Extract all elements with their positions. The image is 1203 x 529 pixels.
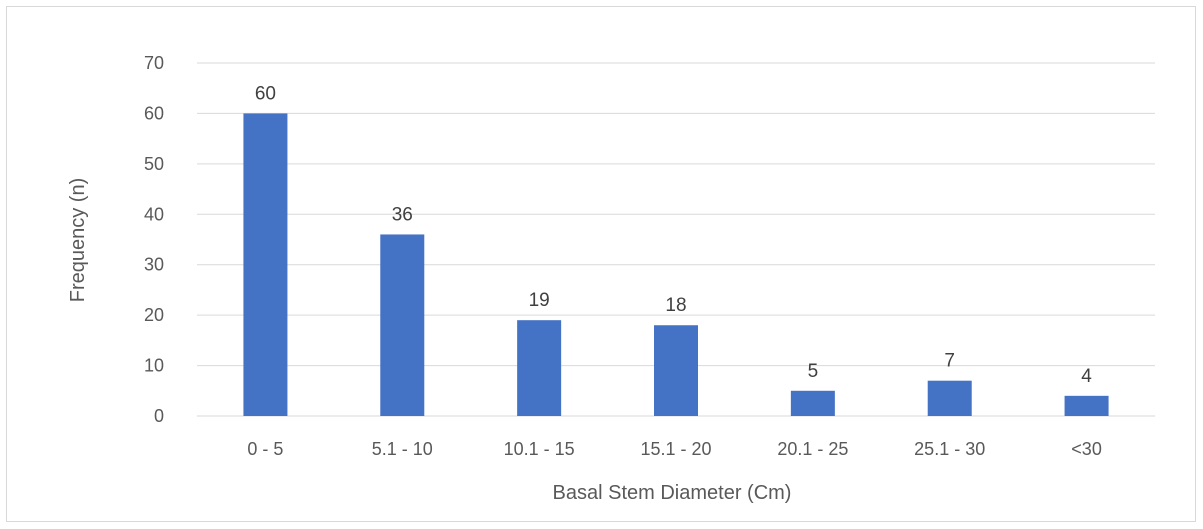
gridlines [197,62,1155,417]
y-tick-label: 10 [144,356,164,376]
y-axis-ticks: 0 10 20 30 40 50 60 70 [144,53,164,426]
bar [517,320,562,416]
bar [380,234,425,416]
y-tick-label: 40 [144,204,164,224]
data-label: 4 [1081,366,1092,387]
x-tick-label: 15.1 - 20 [640,439,711,459]
x-axis-title: Basal Stem Diameter (Cm) [553,482,792,504]
x-tick-label: 20.1 - 25 [777,439,848,459]
y-tick-label: 0 [154,406,164,426]
bar [243,113,288,416]
y-tick-label: 50 [144,154,164,174]
x-tick-label: 25.1 - 30 [914,439,985,459]
bar [790,390,835,416]
data-label: 7 [944,351,955,372]
data-labels: 60 36 19 18 5 7 4 [255,83,1092,386]
bar [654,325,698,416]
y-tick-label: 20 [144,305,164,325]
x-tick-label: 10.1 - 15 [504,439,575,459]
y-tick-label: 30 [144,255,164,275]
x-tick-label: <30 [1071,439,1102,459]
data-label: 60 [255,83,276,104]
x-tick-label: 0 - 5 [247,439,283,459]
data-label: 36 [392,204,413,225]
data-label: 18 [665,295,686,316]
bar [927,380,972,416]
data-label: 5 [808,361,819,382]
x-axis-ticks: 0 - 5 5.1 - 10 10.1 - 15 15.1 - 20 20.1 - 25… [247,439,1101,459]
y-axis-title: Frequency (n) [67,178,89,303]
bar [1064,395,1109,416]
data-label: 19 [529,290,550,311]
y-tick-label: 70 [144,53,164,73]
bars [243,113,1109,416]
y-tick-label: 60 [144,103,164,123]
x-tick-label: 5.1 - 10 [372,439,433,459]
chart-frame [6,6,1196,522]
